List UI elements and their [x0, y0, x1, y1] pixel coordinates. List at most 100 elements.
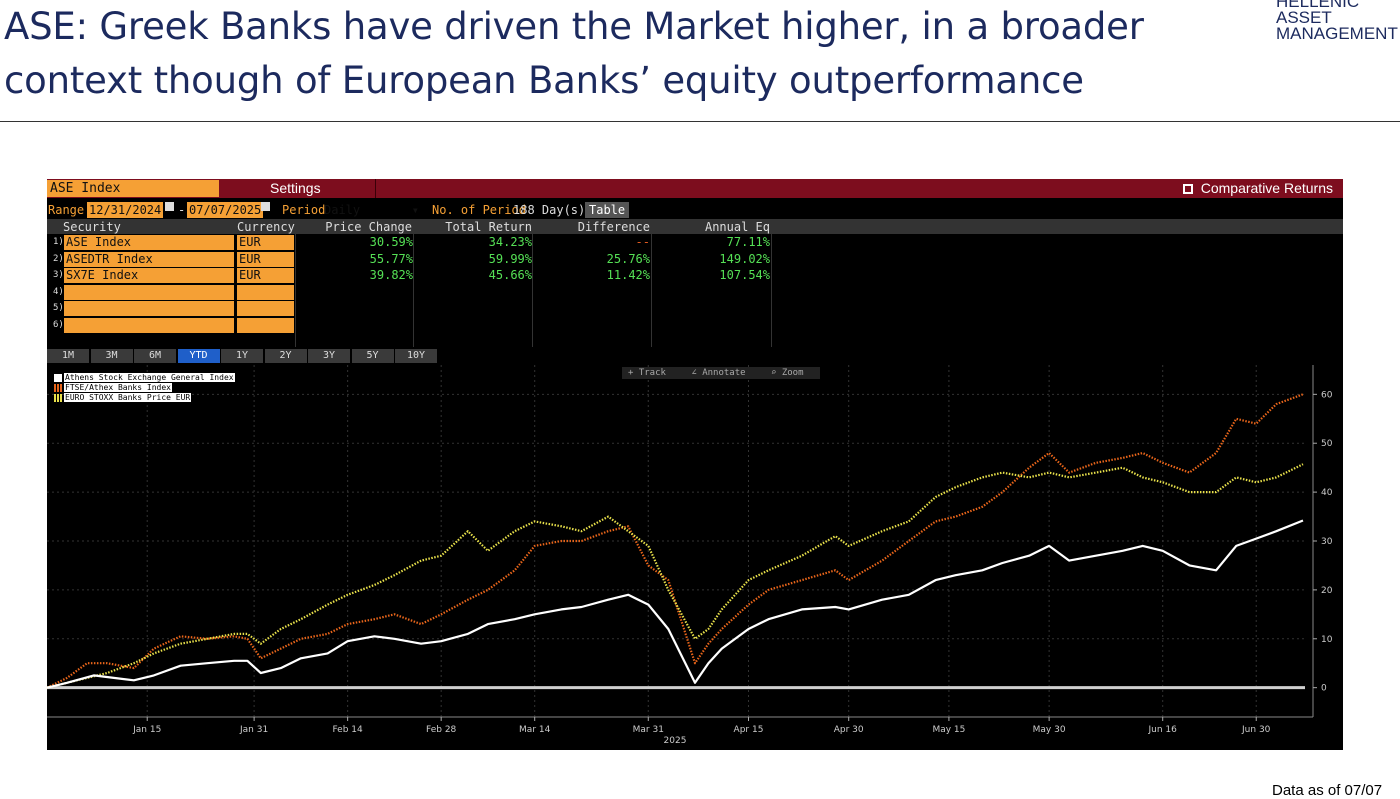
comparative-returns-chart: 0 10 20 30 40 50 60 Jan 15 Jan 31 Feb 14 Feb 28 Mar… — [47, 365, 1333, 746]
x-tick-label: Jan 15 — [132, 725, 161, 735]
period-button-3m[interactable]: 3M — [90, 349, 133, 363]
security-input[interactable]: ASEDTR Index — [64, 251, 234, 267]
annual-eq-value — [652, 285, 770, 300]
currency-input[interactable] — [237, 284, 294, 300]
currency-input[interactable]: EUR — [237, 235, 294, 250]
row-number: 6) — [53, 319, 64, 330]
col-difference: Difference — [577, 220, 650, 234]
y-tick-label: 20 — [1321, 586, 1333, 596]
table-header — [47, 219, 1343, 234]
track-tool[interactable]: + Track — [628, 368, 666, 378]
logo-line2: ASSET — [1276, 8, 1332, 27]
annual-eq-value: 77.11% — [726, 235, 770, 249]
col-security: Security — [63, 220, 121, 234]
range-end-input[interactable]: 07/07/2025 — [187, 202, 264, 218]
currency-input[interactable]: EUR — [237, 251, 294, 267]
y-tick-label: 60 — [1321, 390, 1333, 400]
price-change-value: 39.82% — [369, 268, 413, 282]
series-line-2 — [47, 463, 1304, 689]
chart-legend: Athens Stock Exchange General Index FTSE/… — [54, 373, 235, 403]
annual-eq-value — [652, 301, 770, 316]
range-dash: - — [178, 203, 186, 217]
total-return-value — [414, 318, 532, 333]
nperiod-label: No. of Period — [432, 203, 526, 217]
legend-swatch — [54, 373, 62, 382]
table-divider — [651, 219, 652, 347]
period-button-1m[interactable]: 1M — [47, 349, 89, 363]
price-change-value — [297, 285, 413, 300]
period-label: Period — [282, 203, 326, 217]
security-input[interactable]: SX7E Index — [64, 268, 234, 283]
difference-value — [534, 285, 650, 300]
x-tick-label: Feb 28 — [426, 725, 457, 735]
y-tick-label: 10 — [1321, 635, 1333, 645]
title-divider — [0, 121, 1400, 122]
y-tick-label: 40 — [1321, 488, 1333, 498]
total-return-value: 45.66% — [488, 268, 532, 282]
row-number: 2) — [53, 253, 64, 264]
price-change-value: 30.59% — [369, 235, 413, 249]
currency-input[interactable] — [237, 317, 294, 333]
legend-item[interactable]: Athens Stock Exchange General Index — [54, 373, 235, 383]
table-divider — [771, 219, 772, 347]
period-button-5y[interactable]: 5Y — [351, 349, 394, 363]
period-button-1y[interactable]: 1Y — [221, 349, 263, 363]
price-change-value — [297, 318, 413, 333]
col-annual-eq: Annual Eq — [704, 220, 770, 234]
chevron-down-icon: ▾ — [411, 203, 419, 217]
legend-swatch — [54, 383, 62, 392]
legend-swatch — [54, 393, 62, 402]
x-tick-label: May 30 — [1033, 725, 1066, 735]
x-tick-label: Mar 14 — [519, 725, 551, 735]
x-year-label: 2025 — [664, 736, 687, 746]
slide-title-line2: context though of European Banks’ equity… — [4, 59, 1084, 102]
comparative-returns-button[interactable]: Comparative Returns — [1182, 180, 1333, 197]
difference-value: -- — [635, 235, 650, 249]
period-button-ytd[interactable]: YTD — [177, 349, 220, 363]
chart-tools: + Track ∠ Annotate ⌕ Zoom — [622, 367, 820, 379]
col-currency: Currency — [237, 220, 295, 234]
period-button-3y[interactable]: 3Y — [308, 349, 350, 363]
period-button-2y[interactable]: 2Y — [264, 349, 307, 363]
annotate-tool[interactable]: ∠ Annotate — [691, 368, 746, 378]
row-number: 5) — [53, 303, 64, 313]
slide-title: ASE: Greek Banks have driven the Market … — [4, 0, 1244, 108]
security-input[interactable]: ASE Index — [64, 235, 234, 250]
price-change-value: 55.77% — [369, 251, 413, 266]
series-line-1 — [47, 393, 1304, 689]
total-return-value: 59.99% — [488, 251, 532, 266]
price-change-value — [297, 301, 413, 316]
comparative-returns-label: Comparative Returns — [1200, 180, 1333, 196]
slide-title-line1: ASE: Greek Banks have driven the Market … — [4, 5, 1144, 48]
annual-eq-value: 107.54% — [719, 268, 770, 282]
period-select-value: Daily — [324, 203, 361, 217]
table-button[interactable]: Table — [585, 202, 630, 218]
annual-eq-value: 149.02% — [719, 251, 770, 266]
annual-eq-value — [652, 318, 770, 333]
range-label: Range — [48, 203, 85, 217]
currency-input[interactable]: EUR — [237, 268, 294, 283]
security-input[interactable] — [64, 284, 234, 300]
security-input[interactable] — [64, 301, 234, 316]
security-input[interactable] — [64, 317, 234, 333]
range-start-input[interactable]: 12/31/2024 — [87, 202, 164, 218]
x-tick-label: Feb 14 — [333, 725, 364, 735]
terminal-panel: ASE Index Settings Comparative Returns R… — [47, 179, 1343, 750]
data-date-footer: Data as of 07/07 — [1272, 782, 1383, 799]
row-number: 1) — [53, 237, 64, 247]
col-price-change: Price Change — [325, 220, 412, 234]
y-tick-label: 0 — [1321, 684, 1327, 694]
terminal-topbar: ASE Index Settings Comparative Returns — [47, 179, 1343, 198]
legend-item[interactable]: EURO STOXX Banks Price EUR — [54, 393, 235, 403]
zoom-tool[interactable]: ⌕ Zoom — [770, 368, 804, 378]
legend-item[interactable]: FTSE/Athex Banks Index — [54, 383, 235, 393]
table-divider — [295, 219, 296, 347]
ticker-field[interactable]: ASE Index — [47, 180, 219, 197]
period-button-6m[interactable]: 6M — [134, 349, 176, 363]
difference-value: 25.76% — [606, 251, 650, 266]
period-button-10y[interactable]: 10Y — [395, 349, 437, 363]
table-divider — [532, 219, 533, 347]
settings-button[interactable]: Settings — [270, 180, 321, 196]
annotate-label: Annotate — [702, 368, 746, 378]
currency-input[interactable] — [237, 301, 294, 316]
